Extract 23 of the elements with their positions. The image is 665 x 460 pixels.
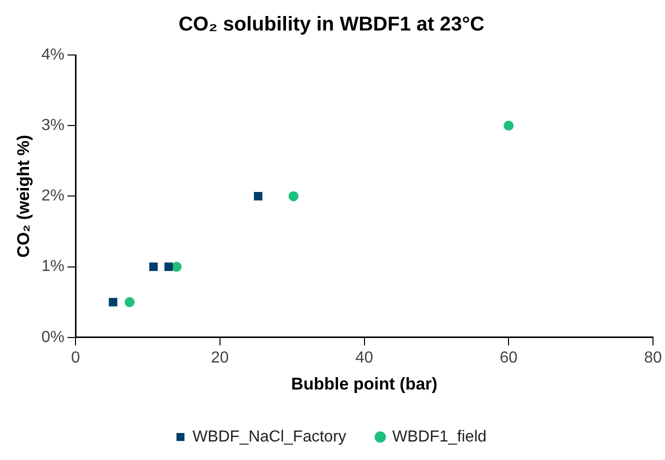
x-axis-title: Bubble point (bar) — [291, 374, 438, 394]
point — [254, 192, 262, 200]
legend-label: WBDF_NaCl_Factory — [192, 428, 346, 446]
x-tick-label: 80 — [644, 349, 662, 366]
chart-title: CO₂ solubility in WBDF1 at 23°C — [178, 14, 484, 36]
point — [164, 262, 173, 272]
x-tick-label: 20 — [210, 349, 229, 366]
y-tick-label: 4% — [41, 46, 65, 64]
point — [124, 297, 135, 308]
y-tick-label: 3% — [41, 117, 65, 134]
point — [288, 191, 299, 202]
x-tick-label: 0 — [71, 349, 80, 366]
y-tick-label: 1% — [41, 258, 65, 276]
x-tick-label: 60 — [500, 349, 518, 366]
y-tick-label: 0% — [41, 328, 65, 346]
x-tick-label: 40 — [355, 349, 374, 366]
point — [149, 262, 158, 272]
point — [504, 120, 514, 131]
y-tick-label: 2% — [41, 188, 65, 205]
point — [172, 262, 182, 272]
legend-label: WBDF1_field — [392, 428, 487, 446]
y-axis-title: CO₂ (weight %) — [14, 134, 33, 258]
point — [108, 298, 118, 306]
